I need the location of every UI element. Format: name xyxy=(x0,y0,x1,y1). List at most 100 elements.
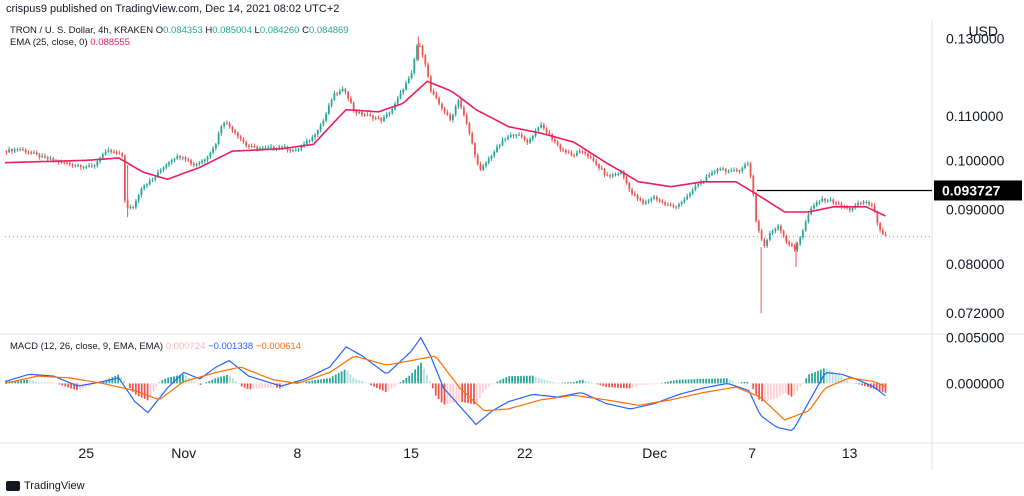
candle-body xyxy=(44,155,46,158)
macd-histogram-bar xyxy=(155,383,158,387)
macd-line xyxy=(4,336,886,432)
macd-histogram-bar xyxy=(602,383,605,387)
candle-body xyxy=(666,204,669,206)
macd-histogram-bar xyxy=(793,383,796,396)
macd-histogram-bar xyxy=(737,382,740,384)
macd-histogram-bar xyxy=(343,369,346,384)
horizontal-line-badge xyxy=(934,180,1022,201)
candle-body xyxy=(779,225,782,232)
time-tick-label: Nov xyxy=(171,445,196,461)
price-tick-label: 0.090000 xyxy=(946,201,1005,217)
macd-histogram-bar xyxy=(622,383,625,389)
macd-histogram-bar xyxy=(473,383,475,405)
candle-body xyxy=(261,148,264,150)
macd-histogram-bar xyxy=(675,380,678,384)
macd-histogram-bar xyxy=(725,378,728,384)
candle-body xyxy=(512,134,515,136)
macd-histogram-bar xyxy=(881,383,884,392)
candle-body xyxy=(876,211,879,224)
candle-body xyxy=(832,199,835,203)
macd-histogram-bar xyxy=(423,368,425,384)
candle-body xyxy=(686,196,689,200)
candle-body xyxy=(129,206,132,209)
macd-histogram-bar xyxy=(467,383,469,404)
macd-histogram-bar xyxy=(831,371,834,384)
macd-histogram-bar xyxy=(728,379,731,384)
candle-body xyxy=(821,198,824,202)
macd-histogram-bar xyxy=(587,381,590,384)
candle-body xyxy=(344,89,347,92)
candle-body xyxy=(672,205,675,207)
macd-histogram-bar xyxy=(702,378,705,384)
candle-body xyxy=(181,157,184,159)
candle-body xyxy=(374,117,377,119)
macd-histogram-bar xyxy=(452,383,455,403)
macd-histogram-bar xyxy=(184,375,187,384)
candle-body xyxy=(33,152,35,154)
candle-body xyxy=(661,201,664,203)
macd-histogram-bar xyxy=(143,383,146,399)
macd-histogram-bar xyxy=(670,380,672,384)
candle-body xyxy=(195,164,198,166)
candle-body xyxy=(496,146,498,152)
candle-body xyxy=(553,139,556,142)
macd-histogram-bar xyxy=(546,380,549,384)
macd-histogram-bar xyxy=(711,378,713,384)
candle-body xyxy=(388,112,391,115)
time-tick-label: 22 xyxy=(517,445,533,461)
candle-body xyxy=(509,134,512,137)
candle-body xyxy=(837,203,840,205)
macd-histogram-bar xyxy=(499,380,502,384)
macd-histogram-bar xyxy=(837,374,840,384)
macd-histogram-bar xyxy=(117,374,120,384)
macd-histogram-bar xyxy=(872,383,875,389)
macd-histogram-bar xyxy=(508,376,511,384)
candle-body xyxy=(427,64,429,77)
candle-body xyxy=(5,151,8,153)
candle-body xyxy=(198,162,201,165)
macd-histogram-bar xyxy=(772,383,775,399)
candle-body xyxy=(203,159,206,161)
macd-histogram-bar xyxy=(229,375,231,384)
macd-histogram-bar xyxy=(246,383,249,389)
macd-histogram-bar xyxy=(664,382,666,384)
macd-histogram-bar xyxy=(137,383,140,397)
candle-body xyxy=(504,139,507,141)
candle-body xyxy=(35,152,38,155)
candle-body xyxy=(338,91,341,94)
candle-body xyxy=(159,169,162,173)
candle-body xyxy=(531,135,534,139)
footer-brand: TradingView xyxy=(24,480,85,492)
candle-body xyxy=(622,171,625,178)
macd-histogram-bar xyxy=(217,377,220,384)
macd-histogram-bar xyxy=(140,383,143,398)
macd-histogram-bar xyxy=(487,383,490,387)
macd-histogram-bar xyxy=(408,375,411,384)
macd-histogram-bar xyxy=(211,379,214,384)
candle-body xyxy=(424,55,427,65)
candle-body xyxy=(405,82,407,90)
macd-histogram-bar xyxy=(214,378,217,384)
candle-body xyxy=(592,157,595,161)
candle-body xyxy=(101,154,104,158)
macd-histogram-bar xyxy=(867,383,869,388)
macd-histogram-bar xyxy=(620,383,622,388)
macd-histogram-bar xyxy=(611,383,613,388)
candle-body xyxy=(250,146,253,148)
candle-body xyxy=(24,149,27,152)
candle-body xyxy=(396,98,399,104)
macd-histogram-bar xyxy=(840,376,843,384)
macd-histogram-bar xyxy=(734,382,737,384)
macd-histogram-bar xyxy=(84,383,87,388)
macd-histogram-bar xyxy=(349,374,352,384)
candle-body xyxy=(760,230,763,240)
macd-histogram-bar xyxy=(120,377,123,384)
candle-body xyxy=(526,139,529,143)
macd-histogram-bar xyxy=(146,383,149,401)
candle-body xyxy=(581,151,584,153)
macd-histogram-bar xyxy=(384,383,387,393)
macd-histogram-bar xyxy=(90,383,93,386)
candle-body xyxy=(633,193,636,196)
macd-histogram-bar xyxy=(87,383,90,387)
